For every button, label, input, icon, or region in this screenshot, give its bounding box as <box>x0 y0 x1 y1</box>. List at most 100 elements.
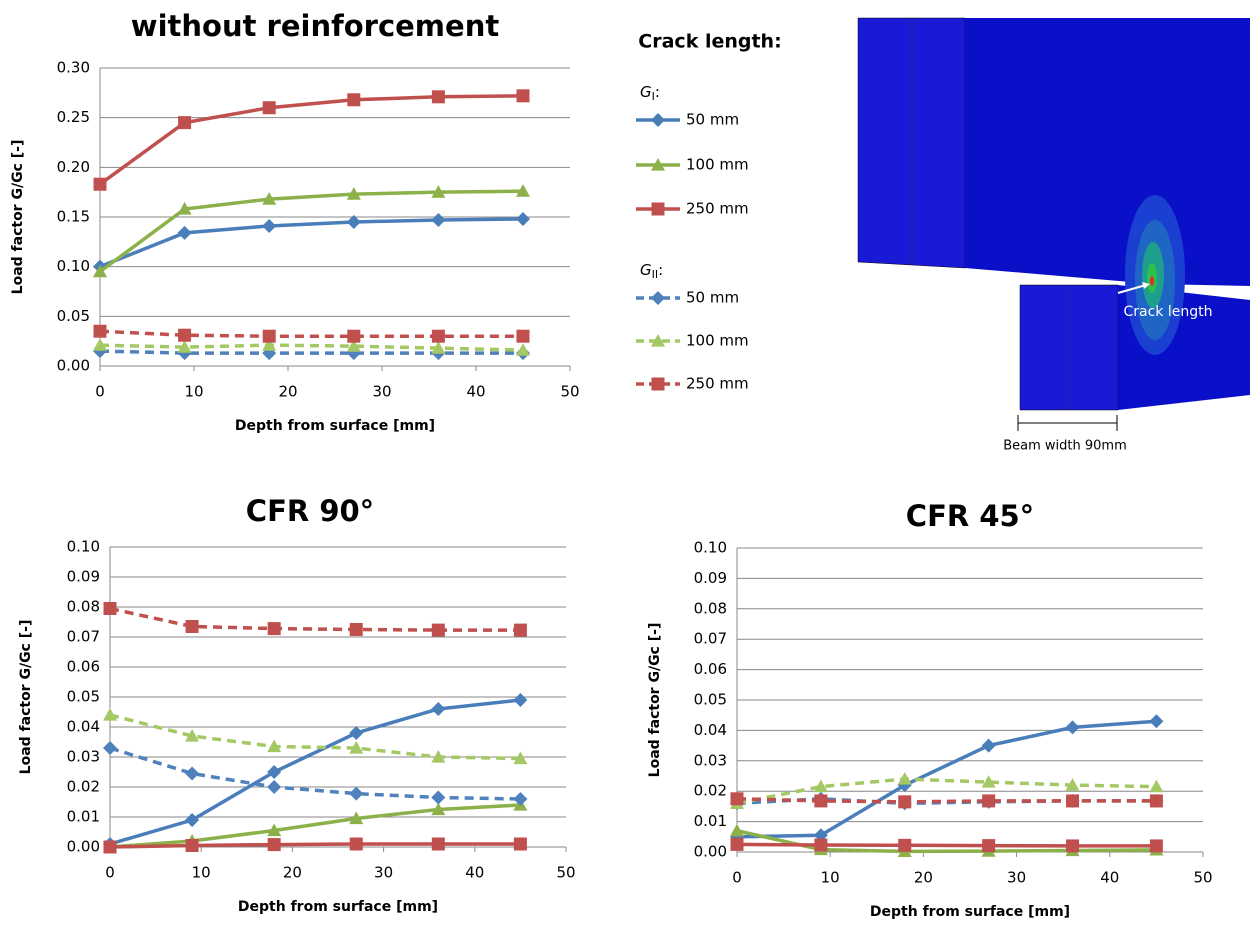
legend-group: GI: <box>640 83 660 104</box>
y-tick-label: 0.10 <box>57 257 90 275</box>
marker <box>350 838 363 851</box>
marker <box>186 839 199 852</box>
marker <box>1150 794 1163 807</box>
y-tick-label: 0.05 <box>57 307 90 325</box>
x-tick-label: 0 <box>105 864 115 882</box>
x-tick-label: 50 <box>560 383 579 401</box>
x-tick-label: 30 <box>374 864 393 882</box>
y-tick-label: 0.07 <box>694 630 727 648</box>
series-line <box>100 96 523 184</box>
x-tick-label: 40 <box>466 383 485 401</box>
marker <box>431 213 445 227</box>
y-tick-label: 0.00 <box>57 357 90 375</box>
marker <box>268 838 281 851</box>
y-tick-label: 0.01 <box>67 808 100 826</box>
y-tick-label: 0.07 <box>67 628 100 646</box>
marker <box>651 291 665 305</box>
symbol: G <box>640 261 652 279</box>
y-tick-label: 0.10 <box>67 538 100 556</box>
y-axis-label: Load factor G/Gc [-] <box>647 623 663 778</box>
x-tick-label: 20 <box>278 383 297 401</box>
marker <box>516 343 530 356</box>
x-axis-label: Depth from surface [mm] <box>870 904 1070 920</box>
legend-label: 50 mm <box>686 289 739 307</box>
y-tick-label: 0.04 <box>67 718 100 736</box>
y-tick-label: 0.08 <box>67 598 100 616</box>
y-tick-label: 0.09 <box>694 569 727 587</box>
x-tick-label: 10 <box>184 383 203 401</box>
marker <box>349 726 363 740</box>
marker <box>263 101 276 114</box>
x-axis-label: Depth from surface [mm] <box>238 899 438 915</box>
y-axis-label: Load factor G/Gc [-] <box>18 620 34 775</box>
legend-label: 100 mm <box>686 332 749 350</box>
marker <box>517 330 530 343</box>
marker <box>104 841 117 854</box>
marker <box>267 780 281 794</box>
legend-label: 250 mm <box>686 200 749 218</box>
legend-label: 100 mm <box>686 156 749 174</box>
y-tick-label: 0.05 <box>694 691 727 709</box>
marker <box>982 839 995 852</box>
marker <box>262 219 276 233</box>
marker <box>432 624 445 637</box>
y-tick-label: 0.06 <box>67 658 100 676</box>
y-tick-label: 0.03 <box>694 751 727 769</box>
x-tick-label: 0 <box>95 383 105 401</box>
page: Crack length Beam width 90mm Crack lengt… <box>0 0 1250 925</box>
y-tick-label: 0.30 <box>57 59 90 77</box>
legend-label: 50 mm <box>686 111 739 129</box>
marker <box>1066 720 1080 734</box>
series-line <box>737 844 1156 846</box>
x-tick-label: 30 <box>1007 869 1026 887</box>
x-tick-label: 50 <box>556 864 575 882</box>
marker <box>898 839 911 852</box>
x-tick-label: 40 <box>1100 869 1119 887</box>
x-tick-label: 20 <box>283 864 302 882</box>
series-line <box>110 700 520 844</box>
marker <box>104 602 117 615</box>
series-line <box>100 351 523 353</box>
y-tick-label: 0.02 <box>694 782 727 800</box>
marker <box>652 378 665 391</box>
marker <box>1066 839 1079 852</box>
beam-face <box>858 18 965 268</box>
y-tick-label: 0.06 <box>694 660 727 678</box>
x-tick-label: 30 <box>372 383 391 401</box>
marker <box>982 794 995 807</box>
marker <box>514 624 527 637</box>
marker <box>350 623 363 636</box>
marker <box>814 794 827 807</box>
symbol: G <box>640 83 652 101</box>
marker <box>432 330 445 343</box>
fe-model-image: Crack length Beam width 90mm <box>858 18 1250 454</box>
series-line <box>100 345 523 350</box>
series-line <box>110 609 520 631</box>
support-face <box>1020 285 1118 410</box>
marker <box>94 325 107 338</box>
y-tick-label: 0.04 <box>694 721 727 739</box>
y-tick-label: 0.10 <box>694 539 727 557</box>
legend-group: GII: <box>640 261 663 282</box>
marker <box>178 329 191 342</box>
crack-label: Crack length <box>1124 304 1213 320</box>
series-line <box>100 331 523 336</box>
chart-title: CFR 45° <box>906 499 1034 533</box>
y-tick-label: 0.02 <box>67 778 100 796</box>
x-tick-label: 20 <box>914 869 933 887</box>
marker <box>103 741 117 755</box>
y-axis-label: Load factor G/Gc [-] <box>10 140 26 295</box>
marker <box>1149 714 1163 728</box>
legend-label: 250 mm <box>686 375 749 393</box>
y-tick-label: 0.00 <box>694 843 727 861</box>
marker <box>268 622 281 635</box>
y-tick-label: 0.08 <box>694 599 727 617</box>
beam-side <box>965 18 1250 286</box>
marker <box>347 93 360 106</box>
marker <box>432 838 445 851</box>
marker <box>178 116 191 129</box>
chart-title: CFR 90° <box>246 494 374 528</box>
marker <box>431 702 445 716</box>
tail: : <box>658 261 663 279</box>
x-tick-label: 10 <box>821 869 840 887</box>
